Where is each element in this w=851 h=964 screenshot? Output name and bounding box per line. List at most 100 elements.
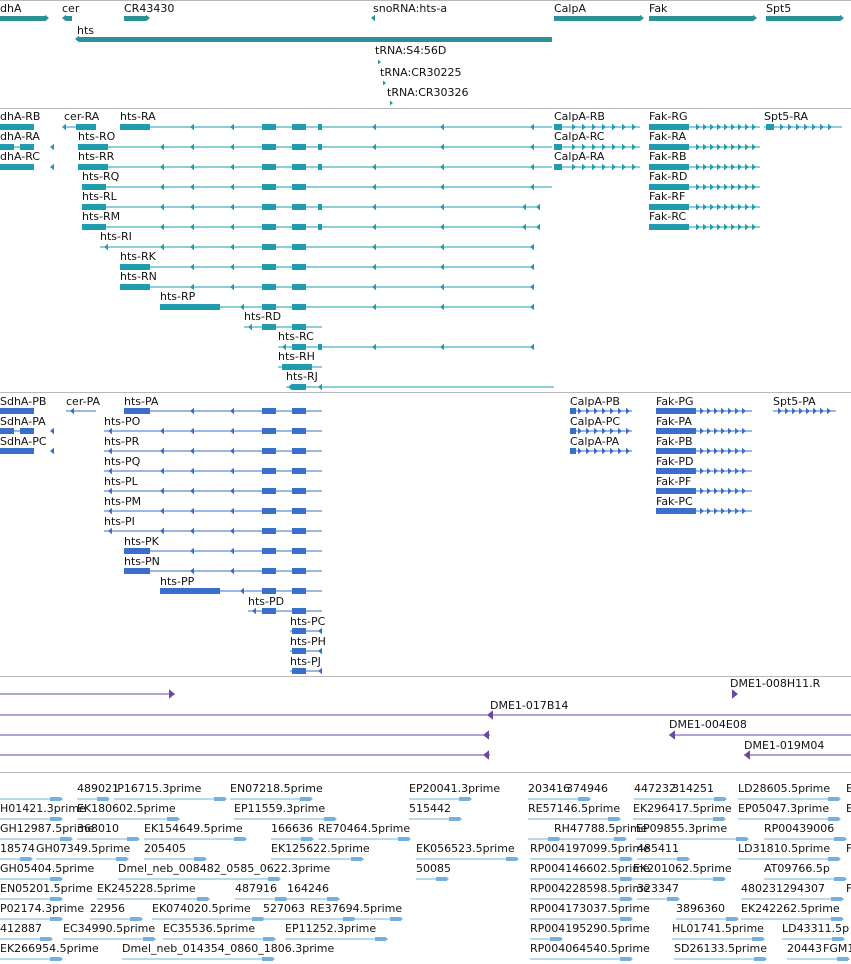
exon-block[interactable] xyxy=(292,648,306,654)
est-block[interactable] xyxy=(234,837,244,841)
est-block[interactable] xyxy=(40,937,50,941)
est-block[interactable] xyxy=(324,817,334,821)
est-label[interactable]: EP11252.3prime xyxy=(285,922,376,935)
gene-label[interactable]: Spt5 xyxy=(766,2,791,15)
transcript-label[interactable]: hts-RD xyxy=(244,310,281,323)
est-label[interactable]: GH07349.5prime xyxy=(36,842,131,855)
transcript-label[interactable]: hts-RP xyxy=(160,290,196,303)
est-block[interactable] xyxy=(300,797,310,801)
exon-block[interactable] xyxy=(292,224,306,230)
exon-block[interactable] xyxy=(649,164,689,170)
exon-block[interactable] xyxy=(124,548,150,554)
est-block[interactable] xyxy=(620,897,630,901)
transcript-label[interactable]: hts-RO xyxy=(78,130,116,143)
transcript-label[interactable]: hts-RI xyxy=(100,230,132,243)
est-label[interactable]: RP004228598.5prime xyxy=(530,882,650,895)
est-label[interactable]: 412887 xyxy=(0,922,42,935)
exon-block[interactable] xyxy=(262,568,276,574)
exon-block[interactable] xyxy=(649,204,689,210)
est-label[interactable]: EK125622.5prime xyxy=(271,842,370,855)
est-label[interactable]: 323347 xyxy=(637,882,679,895)
est-label[interactable]: 50085 xyxy=(416,862,451,875)
exon-block[interactable] xyxy=(292,448,306,454)
est-block[interactable] xyxy=(116,857,126,861)
translation-label[interactable]: hts-PL xyxy=(104,475,139,488)
transcript-label[interactable]: hts-RQ xyxy=(82,170,120,183)
gene-bar[interactable] xyxy=(766,16,840,21)
est-label[interactable]: EK074020.5prime xyxy=(152,902,251,915)
exon-block[interactable] xyxy=(0,428,14,434)
est-block[interactable] xyxy=(194,857,204,861)
transcript-label[interactable]: Spt5-RA xyxy=(764,110,808,123)
gene-bar[interactable] xyxy=(0,16,46,21)
clone-label[interactable]: DME1-019M04 xyxy=(744,739,824,752)
est-label[interactable]: 447232 xyxy=(634,782,676,795)
exon-block[interactable] xyxy=(292,508,306,514)
transcript-label[interactable]: hts-RA xyxy=(120,110,156,123)
est-block[interactable] xyxy=(327,897,337,901)
est-label[interactable]: H01421.3prime xyxy=(0,802,86,815)
est-label[interactable]: EK056523.5prime xyxy=(416,842,515,855)
exon-block[interactable] xyxy=(120,264,150,270)
exon-block[interactable] xyxy=(292,164,306,170)
exon-block[interactable] xyxy=(0,448,34,454)
est-label[interactable]: EK201062.5prime xyxy=(633,862,732,875)
est-block[interactable] xyxy=(262,957,272,961)
exon-block[interactable] xyxy=(262,144,276,150)
exon-block[interactable] xyxy=(262,428,276,434)
exon-block[interactable] xyxy=(318,124,322,130)
exon-block[interactable] xyxy=(262,264,276,270)
est-block[interactable] xyxy=(50,917,60,921)
est-label[interactable]: 3896360 xyxy=(676,902,725,915)
translation-label[interactable]: CalpA-PC xyxy=(570,415,620,428)
est-block[interactable] xyxy=(167,817,177,821)
est-label[interactable]: 368010 xyxy=(77,822,119,835)
est-block[interactable] xyxy=(459,797,469,801)
exon-block[interactable] xyxy=(292,408,306,414)
exon-block[interactable] xyxy=(656,408,696,414)
exon-block[interactable] xyxy=(292,628,306,634)
est-block[interactable] xyxy=(667,897,677,901)
est-block[interactable] xyxy=(50,957,60,961)
exon-block[interactable] xyxy=(554,124,562,130)
translation-label[interactable]: hts-PD xyxy=(248,595,284,608)
est-label[interactable]: 18574 xyxy=(0,842,35,855)
exon-block[interactable] xyxy=(262,184,276,190)
translation-label[interactable]: hts-PK xyxy=(124,535,160,548)
est-block[interactable] xyxy=(214,797,224,801)
exon-block[interactable] xyxy=(120,284,150,290)
est-label[interactable]: Dmel_neb_008482_0585_0622.3prime xyxy=(118,862,330,875)
exon-block[interactable] xyxy=(292,184,306,190)
transcript-label[interactable]: Fak-RG xyxy=(649,110,688,123)
est-label[interactable]: LD28605.5prime xyxy=(738,782,830,795)
est-label[interactable]: GH05404.5prime xyxy=(0,862,95,875)
transcript-label[interactable]: hts-RL xyxy=(82,190,118,203)
est-block[interactable] xyxy=(50,817,60,821)
translation-label[interactable]: CalpA-PA xyxy=(570,435,620,448)
exon-block[interactable] xyxy=(766,124,774,130)
exon-block[interactable] xyxy=(318,204,322,210)
translation-label[interactable]: hts-PP xyxy=(160,575,195,588)
est-label[interactable]: RP00439006 xyxy=(764,822,834,835)
exon-block[interactable] xyxy=(292,428,306,434)
est-label[interactable]: 314251 xyxy=(672,782,714,795)
est-block[interactable] xyxy=(831,917,841,921)
gene-label[interactable]: tRNA:CR30225 xyxy=(380,66,462,79)
translation-label[interactable]: Fak-PB xyxy=(656,435,693,448)
exon-block[interactable] xyxy=(554,164,562,170)
est-block[interactable] xyxy=(754,957,764,961)
est-label[interactable]: RP004064540.5prime xyxy=(530,942,650,955)
exon-block[interactable] xyxy=(292,528,306,534)
est-label[interactable]: E xyxy=(846,782,851,795)
est-block[interactable] xyxy=(714,797,724,801)
translation-label[interactable]: Fak-PC xyxy=(656,495,693,508)
gene-label[interactable]: Fak xyxy=(649,2,668,15)
est-label[interactable]: Dmel_neb_014354_0860_1806.3prime xyxy=(122,942,334,955)
exon-block[interactable] xyxy=(292,548,306,554)
transcript-label[interactable]: CalpA-RB xyxy=(554,110,605,123)
est-block[interactable] xyxy=(834,837,844,841)
exon-block[interactable] xyxy=(124,568,150,574)
clone-label[interactable]: DME1-017B14 xyxy=(490,699,568,712)
gene-bar[interactable] xyxy=(124,16,146,21)
gene-bar[interactable] xyxy=(66,16,72,21)
